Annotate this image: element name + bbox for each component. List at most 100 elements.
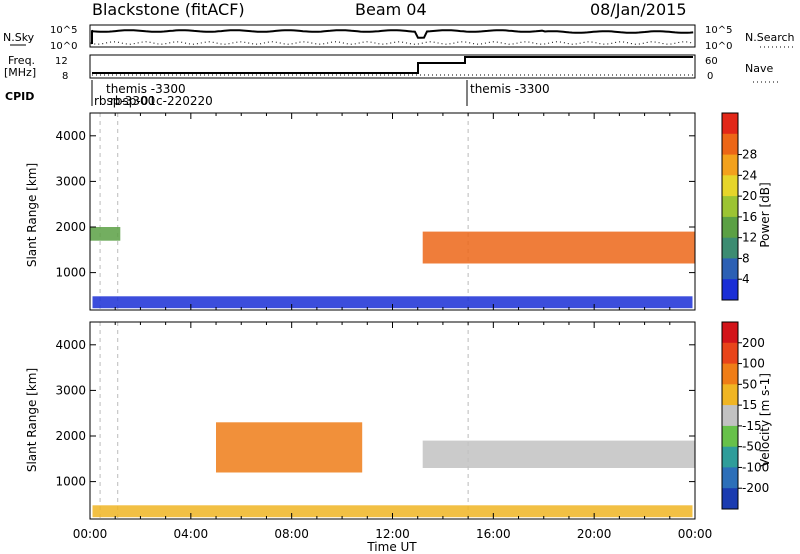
- x-axis-label: Time UT: [366, 540, 417, 554]
- scatter-region: [90, 227, 121, 241]
- y-tick-label: 4000: [55, 338, 86, 352]
- colorbar-segment: [722, 154, 738, 176]
- colorbar-segment: [722, 196, 738, 218]
- date-title: 08/Jan/2015: [590, 0, 687, 19]
- colorbar-segment: [722, 384, 738, 406]
- scatter-region: [216, 422, 363, 473]
- x-tick-label: 12:00: [375, 527, 410, 541]
- power-colorbar-label: Power [dB]: [758, 182, 772, 247]
- freq-line: [92, 56, 693, 74]
- colorbar-frame: [721, 112, 739, 301]
- cpid-annotation-rbsp: rbsp-3300: [94, 94, 155, 108]
- freq-tick-top: 12: [55, 56, 68, 67]
- colorbar-tick-label: 24: [742, 168, 757, 182]
- nave-label: Nave: [745, 62, 773, 75]
- freq-tick-bottom: 8: [62, 71, 68, 82]
- velocity-colorbar-label: Velocity [m s-1]: [758, 373, 772, 467]
- colorbar-tick-label: 100: [742, 357, 765, 371]
- noise-frame: [89, 24, 696, 48]
- cpid-label: CPID: [5, 90, 34, 103]
- x-tick-label: 04:00: [174, 527, 209, 541]
- colorbar-segment: [722, 258, 738, 280]
- colorbar-tick-label: 8: [742, 251, 750, 265]
- power-marks: [90, 113, 695, 310]
- y-tick-label: 4000: [55, 129, 86, 143]
- cpid-annotation-themis-2: themis -3300: [470, 82, 550, 96]
- colorbar-tick-label: 15: [742, 398, 757, 412]
- velocity-colorbar: 200 100 50 15 -15 -50 -100 -200: [721, 321, 769, 510]
- noise-panel: N.Sky 10^5 10^0 10^5 10^0 N.Search: [3, 24, 795, 52]
- scatter-region: [92, 505, 693, 518]
- x-tick-label: 00:00: [678, 527, 713, 541]
- noise-left-tick-top: 10^5: [50, 25, 77, 36]
- noise-left-label: N.Sky: [3, 31, 35, 44]
- scatter-region: [422, 231, 695, 264]
- x-tick-label: 00:00: [73, 527, 108, 541]
- cpid-panel: CPID themis -3300 rbsp-3300 rbsp-01c-220…: [5, 80, 550, 108]
- power-panel: 1000 2000 3000 4000 Slant Range [km] 4 8 12 16…: [25, 112, 772, 311]
- freq-label-line2: [MHz]: [4, 66, 36, 79]
- nave-tick-bottom: 0: [707, 71, 713, 82]
- colorbar-segment: [722, 279, 738, 301]
- colorbar-segment: [722, 363, 738, 385]
- x-tick-label: 20:00: [577, 527, 612, 541]
- colorbar-segment: [722, 216, 738, 239]
- power-ylabel: Slant Range [km]: [25, 163, 39, 267]
- colorbar-frame: [721, 321, 739, 510]
- colorbar-segment: [722, 175, 738, 197]
- y-tick-label: 3000: [55, 174, 86, 188]
- colorbar-segment: [722, 237, 738, 259]
- colorbar-segment: [722, 322, 738, 344]
- colorbar-tick-label: 20: [742, 189, 757, 203]
- y-tick-label: 2000: [55, 429, 86, 443]
- y-tick-label: 1000: [55, 266, 86, 280]
- colorbar-tick-label: 200: [742, 336, 765, 350]
- velocity-y-axis: 1000 2000 3000 4000: [55, 322, 696, 519]
- colorbar-segment: [722, 446, 738, 468]
- colorbar-tick-label: -50: [742, 440, 762, 454]
- colorbar-segment: [722, 113, 738, 135]
- power-colorbar: 4 8 12 16 20 24 28: [721, 112, 757, 301]
- colorbar-tick-label: 12: [742, 231, 757, 245]
- noise-sky-line: [91, 29, 694, 44]
- colorbar-segment: [722, 405, 738, 427]
- cpid-annotation-themis-1: themis -3300: [106, 82, 186, 96]
- noise-right-label: N.Search: [745, 31, 795, 44]
- y-tick-label: 3000: [55, 383, 86, 397]
- x-tick-label: 08:00: [274, 527, 309, 541]
- colorbar-segment: [722, 425, 738, 448]
- colorbar-tick-label: 4: [742, 272, 750, 286]
- beam-title: Beam 04: [355, 0, 427, 19]
- colorbar-tick-label: 28: [742, 148, 757, 162]
- power-y-axis: 1000 2000 3000 4000: [55, 113, 696, 310]
- noise-right-tick-top: 10^5: [705, 25, 732, 36]
- radar-title: Blackstone (fitACF): [92, 0, 245, 19]
- scatter-region: [92, 296, 693, 309]
- cpid-annotation-rbsp-01c: rbsp-01c-220220: [110, 94, 213, 108]
- freq-panel: Freq. [MHz] 12 8 60 0 Nave: [4, 54, 778, 83]
- noise-search-line: [89, 41, 694, 45]
- colorbar-tick-label: -100: [742, 460, 769, 474]
- colorbar-tick-label: -15: [742, 419, 762, 433]
- nave-tick-top: 60: [705, 56, 718, 67]
- scatter-region: [422, 440, 695, 468]
- noise-left-tick-bottom: 10^0: [50, 41, 77, 52]
- colorbar-segment: [722, 488, 738, 510]
- y-tick-label: 2000: [55, 220, 86, 234]
- noise-right-tick-bottom: 10^0: [705, 41, 732, 52]
- velocity-panel: 1000 2000 3000 4000 Slant Range [km] 200 100…: [25, 321, 772, 520]
- colorbar-tick-label: 50: [742, 377, 757, 391]
- x-axis: 00:00 04:00 08:00 12:00 16:00 20:00 00:00: [73, 527, 713, 541]
- y-tick-label: 1000: [55, 475, 86, 489]
- colorbar-segment: [722, 342, 738, 365]
- colorbar-tick-label: -200: [742, 481, 769, 495]
- velocity-marks: [92, 322, 695, 519]
- colorbar-segment: [722, 133, 738, 156]
- velocity-ylabel: Slant Range [km]: [25, 368, 39, 472]
- power-frame: [89, 112, 696, 311]
- freq-frame: [89, 54, 696, 79]
- x-tick-label: 16:00: [476, 527, 511, 541]
- velocity-frame: [89, 321, 696, 520]
- colorbar-segment: [722, 467, 738, 489]
